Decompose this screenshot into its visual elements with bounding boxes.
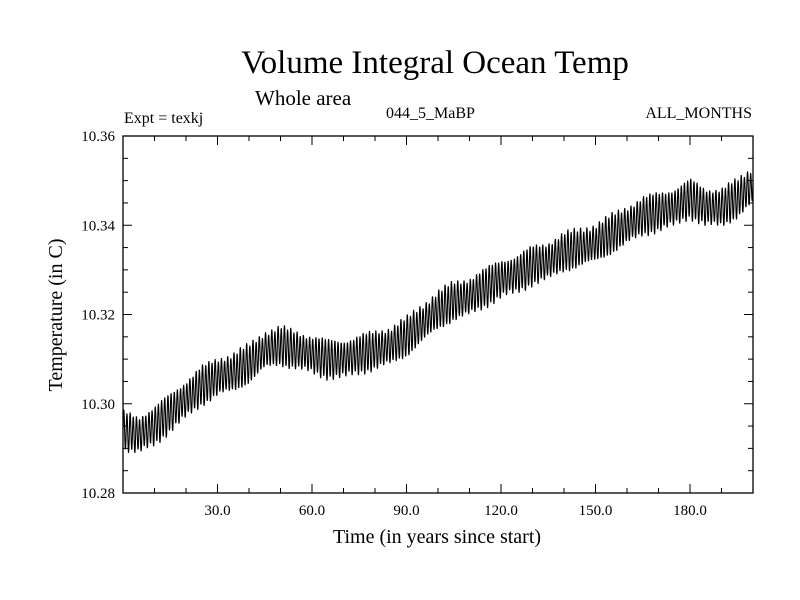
y-tick-label: 10.32 xyxy=(81,308,115,324)
x-tick-labels: 30.0 60.0 90.0 120.0 150.0 180.0 xyxy=(204,503,707,519)
series-layer xyxy=(122,171,754,453)
run-label: 044_5_MaBP xyxy=(386,105,475,122)
series-line xyxy=(122,171,754,453)
chart-subtitle: Whole area xyxy=(255,86,352,110)
x-tick-label: 120.0 xyxy=(484,503,518,519)
y-tick-label: 10.30 xyxy=(81,397,115,413)
y-tick-label: 10.34 xyxy=(81,218,115,234)
y-tick-labels: 10.28 10.30 10.32 10.34 10.36 xyxy=(81,129,115,502)
y-axis-label: Temperature (in C) xyxy=(45,239,67,392)
y-tick-label: 10.36 xyxy=(81,129,115,145)
x-axis-label: Time (in years since start) xyxy=(333,526,541,548)
y-tick-label: 10.28 xyxy=(81,486,115,502)
x-tick-label: 60.0 xyxy=(299,503,325,519)
months-label: ALL_MONTHS xyxy=(645,105,752,122)
x-tick-label: 90.0 xyxy=(393,503,419,519)
x-tick-label: 180.0 xyxy=(673,503,707,519)
experiment-label: Expt = texkj xyxy=(124,110,204,127)
plot-frame xyxy=(122,135,754,494)
tick-marks xyxy=(123,136,753,493)
x-tick-label: 30.0 xyxy=(204,503,230,519)
chart-title: Volume Integral Ocean Temp xyxy=(241,45,629,81)
x-tick-label: 150.0 xyxy=(579,503,613,519)
